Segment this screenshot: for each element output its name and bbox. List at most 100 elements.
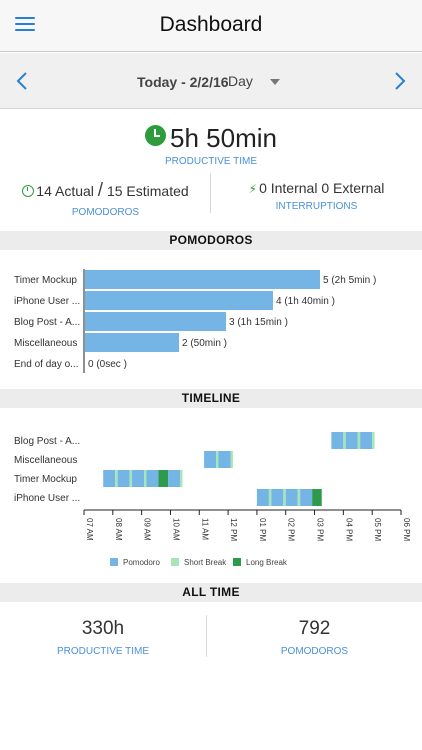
timeline-segment <box>300 489 313 506</box>
timeline-category-label: iPhone User ... <box>14 493 80 504</box>
timeline-tick-label: 09 AM <box>143 518 152 541</box>
pomodoro-stats: 14 Actual / 15 Estimated POMODOROS <box>0 180 211 218</box>
timeline-segment <box>360 432 373 449</box>
clock-icon <box>145 125 167 146</box>
timeline-segment <box>285 489 298 506</box>
bar-category-label: Timer Mockup <box>14 275 77 286</box>
timeline-tick-label: 04 PM <box>344 518 353 541</box>
timeline-segment <box>168 470 181 487</box>
productive-time-value: 5h 50min <box>170 123 277 153</box>
bar-category-label: iPhone User ... <box>14 296 80 307</box>
all-time-pomodoros-value: 792 <box>298 618 331 639</box>
bar-value-label: 5 (2h 5min ) <box>323 275 376 286</box>
bar-value-label: 4 (1h 40min ) <box>276 296 335 307</box>
timeline-segment <box>343 432 346 449</box>
timeline-segment <box>204 451 217 468</box>
timeline-segment <box>357 432 361 449</box>
caret-down-icon <box>270 79 280 85</box>
date-navigation-bar: Today - 2/2/16 Day <box>0 53 422 109</box>
current-date: Today - 2/2/16 <box>137 74 229 90</box>
bar-value-label: 0 (0sec ) <box>88 359 127 370</box>
timeline-segment <box>271 489 284 506</box>
timeline-chart: Blog Post - A... Miscellaneous Timer Mocku… <box>0 410 422 580</box>
timeline-tick-label: 11 AM <box>200 518 209 540</box>
timeline-category-label: Miscellaneous <box>14 455 77 466</box>
timeline-segment <box>312 489 322 506</box>
bar <box>85 270 320 289</box>
timeline-segment <box>115 470 118 487</box>
divider <box>210 173 211 213</box>
section-title-timeline: TIMELINE <box>0 389 422 408</box>
interruptions-count: 0 Internal 0 External <box>259 180 385 196</box>
timeline-segment <box>345 432 358 449</box>
bar <box>85 312 226 331</box>
timer-icon <box>22 185 35 197</box>
timeline-segment <box>103 470 116 487</box>
pomodoros-bar-chart: Timer Mockup 5 (2h 5min ) iPhone User ... 4… <box>0 252 422 380</box>
productive-time-caption: PRODUCTIVE TIME <box>164 156 258 167</box>
timeline-segment <box>146 470 159 487</box>
estimated-count: 15 Estimated <box>106 183 189 199</box>
legend-swatch <box>110 558 118 566</box>
range-dropdown-value: Day <box>228 73 253 89</box>
pomodoros-bar-chart-svg: Timer Mockup 5 (2h 5min ) iPhone User ... 4… <box>14 269 376 373</box>
timeline-segment <box>372 432 375 449</box>
bar-category-label: Blog Post - A... <box>14 317 80 328</box>
hamburger-menu-icon[interactable] <box>15 17 35 33</box>
legend-label: Long Break <box>246 558 288 567</box>
timeline-segment <box>256 489 269 506</box>
lightning-bolt-icon: ⚡ <box>248 182 258 196</box>
timeline-tick-label: 02 PM <box>287 518 296 541</box>
timeline-segment <box>117 470 130 487</box>
legend-swatch <box>171 558 179 566</box>
section-title-all-time: ALL TIME <box>0 583 422 602</box>
chevron-right-icon[interactable] <box>388 70 410 92</box>
actual-count: 14 Actual <box>36 183 94 199</box>
all-time-productive-caption: PRODUCTIVE TIME <box>56 646 150 657</box>
timeline-segment <box>180 470 183 487</box>
legend-swatch <box>233 558 241 566</box>
pomodoros-caption: POMODOROS <box>71 207 140 218</box>
timeline-tick-label: 05 PM <box>373 518 382 541</box>
timeline-chart-svg: Blog Post - A... Miscellaneous Timer Mocku… <box>14 432 411 567</box>
chevron-left-icon[interactable] <box>12 70 34 92</box>
page-title: Dashboard <box>159 13 263 36</box>
legend-label: Pomodoro <box>123 558 160 567</box>
timeline-tick-label: 08 AM <box>114 518 123 541</box>
divider <box>206 615 207 657</box>
timeline-segment <box>144 470 147 487</box>
timeline-tick-label: 06 PM <box>402 518 411 541</box>
app-header: Dashboard <box>0 0 422 52</box>
timeline-segment <box>297 489 301 506</box>
bar <box>85 333 179 352</box>
bar-category-label: End of day o... <box>14 359 79 370</box>
timeline-segment <box>283 489 286 506</box>
slash-divider: / <box>97 180 104 201</box>
timeline-tick-label: 01 PM <box>258 518 267 541</box>
bar <box>85 291 273 310</box>
timeline-segment <box>216 451 219 468</box>
timeline-segment <box>129 470 133 487</box>
timeline-segment <box>158 470 169 487</box>
timeline-segment <box>218 451 231 468</box>
timeline-segment <box>132 470 145 487</box>
all-time-pomodoros-caption: POMODOROS <box>280 646 349 657</box>
timeline-segment <box>331 432 344 449</box>
timeline-category-label: Timer Mockup <box>14 474 77 485</box>
all-time-productive: 330h PRODUCTIVE TIME <box>0 618 206 657</box>
legend-label: Short Break <box>184 558 227 567</box>
interruptions-caption: INTERRUPTIONS <box>275 201 358 212</box>
bar-category-label: Miscellaneous <box>14 338 77 349</box>
section-title-pomodoros: POMODOROS <box>0 231 422 250</box>
timeline-tick-label: 12 PM <box>229 518 238 541</box>
timeline-tick-label: 10 AM <box>171 518 180 541</box>
timeline-category-label: Blog Post - A... <box>14 436 80 447</box>
bar-value-label: 3 (1h 15min ) <box>229 317 288 328</box>
timeline-segment <box>268 489 272 506</box>
all-time-pomodoros: 792 POMODOROS <box>207 618 422 657</box>
timeline-tick-label: 07 AM <box>85 518 94 541</box>
bar-value-label: 2 (50min ) <box>182 338 227 349</box>
timeline-segment <box>230 451 233 468</box>
range-dropdown[interactable]: Day <box>228 73 288 93</box>
daily-summary: 5h 50min PRODUCTIVE TIME 14 Actual / 15 … <box>0 109 422 231</box>
